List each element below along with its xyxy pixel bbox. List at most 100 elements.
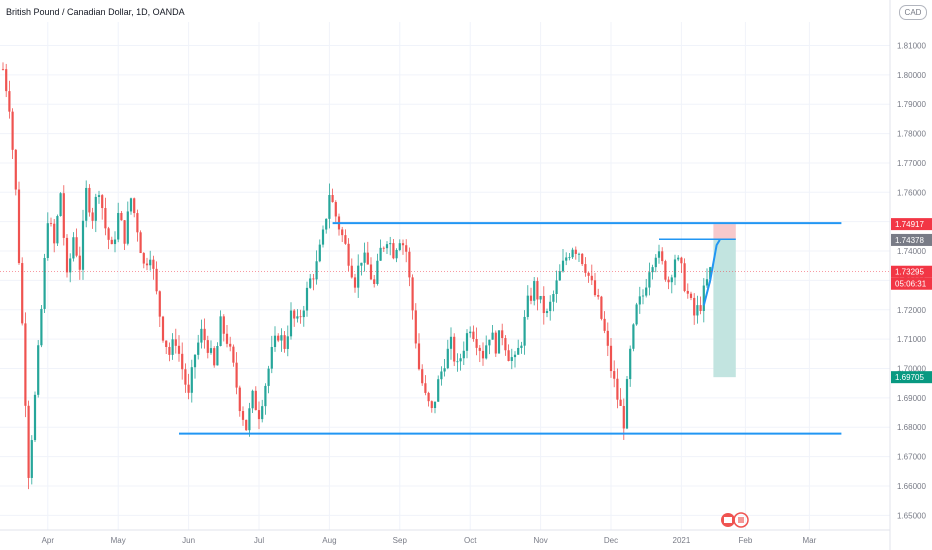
x-tick-label: Sep bbox=[393, 536, 408, 545]
candle-body bbox=[344, 235, 347, 244]
candle-body bbox=[517, 347, 520, 355]
chart-title: British Pound / Canadian Dollar, 1D, OAN… bbox=[6, 7, 185, 17]
candle-body bbox=[549, 301, 552, 312]
candle-body bbox=[619, 399, 622, 406]
candle-body bbox=[507, 350, 510, 361]
y-tick-label: 1.76000 bbox=[897, 188, 926, 197]
candle-body bbox=[529, 295, 533, 301]
candle-body bbox=[213, 348, 216, 366]
stop-loss-zone bbox=[713, 224, 736, 240]
target-label-box bbox=[891, 371, 932, 384]
candle-body bbox=[497, 330, 501, 354]
y-tick-label: 1.78000 bbox=[897, 130, 926, 139]
candle-body bbox=[158, 291, 161, 317]
candle-body bbox=[305, 287, 309, 311]
candle-body bbox=[165, 340, 168, 347]
y-tick-label: 1.71000 bbox=[897, 335, 926, 344]
candle-body bbox=[625, 379, 629, 429]
candle-body bbox=[187, 384, 190, 393]
candle-body bbox=[216, 345, 219, 366]
candle-body bbox=[113, 239, 117, 245]
candle-body bbox=[174, 339, 177, 346]
candle-body bbox=[629, 348, 632, 380]
x-tick-label: Oct bbox=[464, 536, 477, 545]
y-tick-label: 1.72000 bbox=[897, 306, 926, 315]
candle-body bbox=[587, 272, 590, 276]
candle-body bbox=[168, 346, 171, 355]
candle-body bbox=[408, 251, 411, 278]
y-tick-label: 1.81000 bbox=[897, 41, 926, 50]
candle-body bbox=[62, 193, 65, 238]
candle-body bbox=[107, 228, 110, 240]
candle-body bbox=[603, 318, 606, 331]
candle-body bbox=[331, 195, 334, 203]
candle-body bbox=[376, 260, 379, 284]
candle-body bbox=[136, 213, 139, 233]
candle-body bbox=[382, 247, 385, 249]
candle-body bbox=[577, 253, 581, 255]
candle-body bbox=[206, 340, 209, 353]
candle-body bbox=[363, 252, 366, 263]
candle-body bbox=[203, 328, 206, 341]
candle-body bbox=[699, 305, 702, 311]
y-tick-label: 1.66000 bbox=[897, 482, 926, 491]
candle-body bbox=[328, 195, 331, 219]
candle-body bbox=[520, 345, 523, 348]
candle-body bbox=[437, 379, 440, 402]
candle-body bbox=[190, 367, 193, 393]
candle-body bbox=[523, 316, 526, 346]
candle-body bbox=[622, 405, 625, 429]
candle-body bbox=[597, 295, 600, 297]
candle-body bbox=[574, 249, 577, 254]
candle-body bbox=[286, 336, 289, 349]
y-tick-label: 1.79000 bbox=[897, 100, 926, 109]
candle-body bbox=[347, 243, 350, 266]
candle-body bbox=[379, 247, 382, 261]
candle-body bbox=[369, 264, 373, 280]
candle-body bbox=[315, 261, 318, 280]
candle-body bbox=[123, 220, 126, 244]
candle-body bbox=[657, 251, 661, 258]
candle-body bbox=[478, 347, 481, 351]
candle-body bbox=[238, 387, 241, 412]
position-zones bbox=[713, 224, 736, 378]
currency-badge[interactable]: CAD bbox=[899, 5, 927, 20]
candle-body bbox=[459, 358, 462, 362]
candle-body bbox=[654, 257, 657, 268]
candle-body bbox=[21, 263, 24, 324]
candle-body bbox=[504, 338, 507, 351]
candle-body bbox=[661, 251, 664, 262]
candle-body bbox=[405, 245, 408, 252]
x-tick-label: Nov bbox=[533, 536, 547, 545]
candle-body bbox=[536, 281, 539, 300]
y-tick-label: 1.69000 bbox=[897, 394, 926, 403]
y-tick-label: 1.65000 bbox=[897, 511, 926, 520]
candle-body bbox=[139, 232, 142, 254]
candle-body bbox=[430, 401, 433, 409]
candle-body bbox=[72, 237, 75, 259]
drawn-lines[interactable] bbox=[0, 222, 890, 435]
candle-body bbox=[542, 295, 545, 314]
candle-body bbox=[590, 275, 593, 281]
current-label-box bbox=[891, 265, 932, 278]
candle-body bbox=[571, 249, 574, 258]
candle-body bbox=[398, 243, 401, 250]
candle-body bbox=[46, 223, 49, 258]
candle-body bbox=[395, 249, 398, 259]
candle-body bbox=[229, 343, 232, 347]
stop-label: 1.74917 bbox=[895, 220, 924, 229]
candle-body bbox=[702, 285, 705, 311]
candle-body bbox=[40, 308, 43, 346]
candle-body bbox=[296, 316, 299, 319]
candle-body bbox=[581, 253, 584, 265]
candle-body bbox=[469, 331, 472, 334]
candle-body bbox=[302, 310, 305, 318]
candle-body bbox=[593, 280, 597, 296]
candle-body bbox=[5, 69, 8, 92]
countdown-box bbox=[891, 277, 932, 290]
candle-body bbox=[17, 189, 21, 264]
candle-body bbox=[251, 390, 254, 409]
candle-body bbox=[241, 411, 245, 420]
x-tick-label: 2021 bbox=[673, 536, 691, 545]
